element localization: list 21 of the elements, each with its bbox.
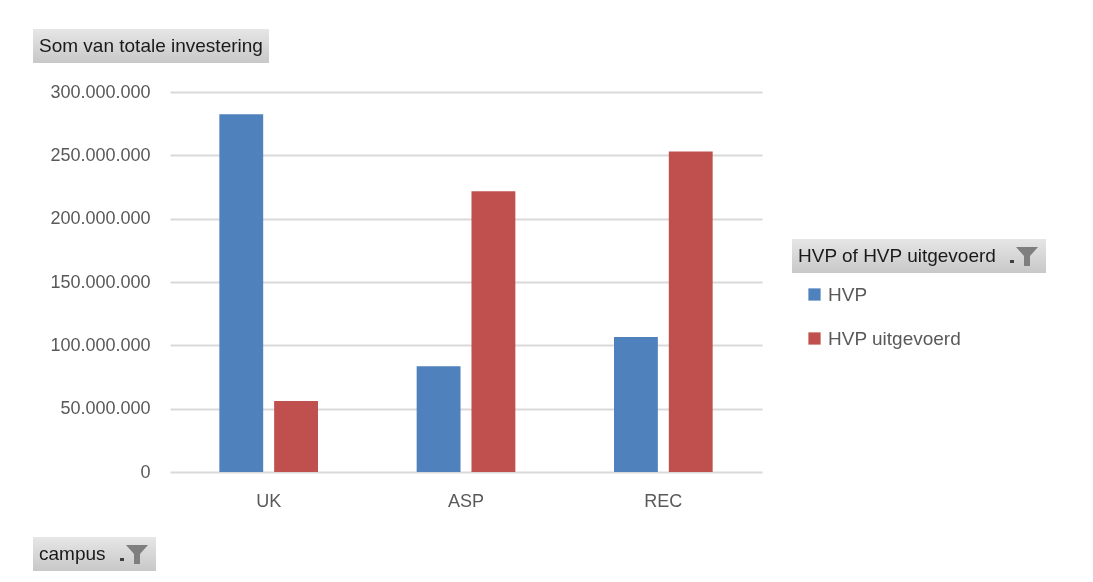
legend-label: HVP	[828, 283, 868, 305]
bar	[274, 401, 318, 472]
chart-title: Som van totale investering	[39, 35, 263, 57]
y-tick-label: 0	[140, 461, 151, 482]
x-tick-label: REC	[644, 490, 683, 511]
y-tick-label: 250.000.000	[50, 144, 151, 165]
bar	[668, 151, 713, 472]
bar	[614, 336, 658, 472]
legend-label: HVP uitgevoerd	[828, 327, 961, 349]
x-axis-title: campus	[39, 543, 106, 565]
bar	[416, 366, 461, 472]
y-tick-label: 100.000.000	[50, 334, 151, 355]
y-tick-label: 50.000.000	[60, 398, 151, 419]
y-tick-label: 300.000.000	[50, 81, 151, 102]
y-tick-label: 200.000.000	[50, 208, 151, 229]
bar	[471, 191, 516, 472]
x-tick-label: ASP	[447, 490, 485, 511]
legend-title: HVP of HVP uitgevoerd	[798, 245, 996, 267]
y-tick-label: 150.000.000	[50, 271, 151, 292]
x-tick-label: UK	[256, 490, 282, 511]
bar	[219, 114, 264, 472]
